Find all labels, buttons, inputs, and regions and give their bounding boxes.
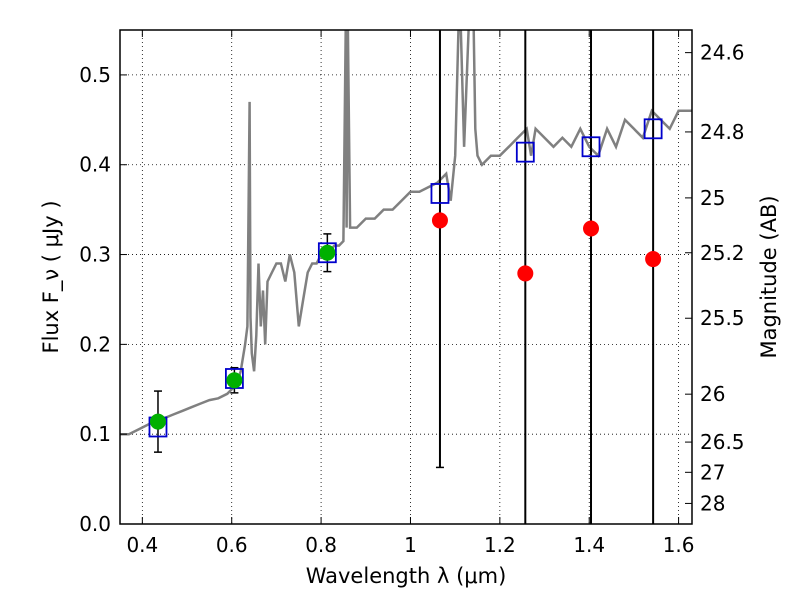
- x-tick-label: 1.2: [484, 533, 516, 557]
- x-tick-label: 0.4: [126, 533, 158, 557]
- y-tick-label: 0.5: [79, 63, 111, 87]
- y2-tick-label: 25.2: [700, 241, 745, 265]
- x-axis: 0.4 0.6 0.8 1 1.2 1.4 1.6: [126, 30, 695, 557]
- y2-tick-label: 26.5: [700, 430, 745, 454]
- gridlines: [120, 30, 692, 524]
- red-point: [645, 251, 662, 268]
- x-tick-label: 0.6: [216, 533, 248, 557]
- spectrum-line: [120, 30, 692, 436]
- plot-content: [120, 30, 692, 524]
- model-square-point: [515, 141, 535, 163]
- y2-tick-label: 26: [700, 382, 725, 406]
- x-tick-label: 1.4: [573, 533, 605, 557]
- detection-point: [149, 413, 166, 430]
- y2-axis: 24.6 24.8 25 25.2 25.5 26 26.5 27 28: [685, 41, 745, 515]
- y-axis-label: Flux F_ν ( μJy ): [39, 200, 64, 353]
- x-axis-label: Wavelength λ (μm): [306, 564, 507, 588]
- y2-tick-label: 27: [700, 460, 725, 484]
- y-axis: 0.0 0.1 0.2 0.3 0.4 0.5: [79, 63, 127, 536]
- y-tick-label: 0.4: [79, 153, 111, 177]
- y2-tick-label: 28: [700, 491, 725, 515]
- y2-tick-label: 24.8: [700, 120, 745, 144]
- y2-tick-label: 24.6: [700, 41, 745, 65]
- red-point: [431, 212, 448, 229]
- y2-tick-label: 25.5: [700, 306, 745, 330]
- model-square-point: [430, 183, 450, 204]
- red-point: [583, 220, 600, 237]
- red-point: [517, 265, 534, 282]
- y2-axis-label: Magnitude (AB): [757, 195, 781, 358]
- y-tick-label: 0.1: [79, 422, 111, 446]
- y2-tick-label: 25: [700, 186, 725, 210]
- x-tick-label: 1: [404, 533, 417, 557]
- y-tick-label: 0.2: [79, 332, 111, 356]
- model-square-point: [643, 118, 663, 140]
- x-tick-label: 1.6: [663, 533, 695, 557]
- model-square-point: [317, 242, 337, 264]
- plot-frame: [119, 29, 693, 525]
- detection-point: [319, 244, 336, 261]
- y-tick-label: 0.3: [79, 243, 111, 267]
- model-square-point: [581, 136, 601, 158]
- y-tick-label: 0.0: [79, 512, 111, 536]
- x-tick-label: 0.8: [305, 533, 337, 557]
- detection-point: [226, 372, 243, 389]
